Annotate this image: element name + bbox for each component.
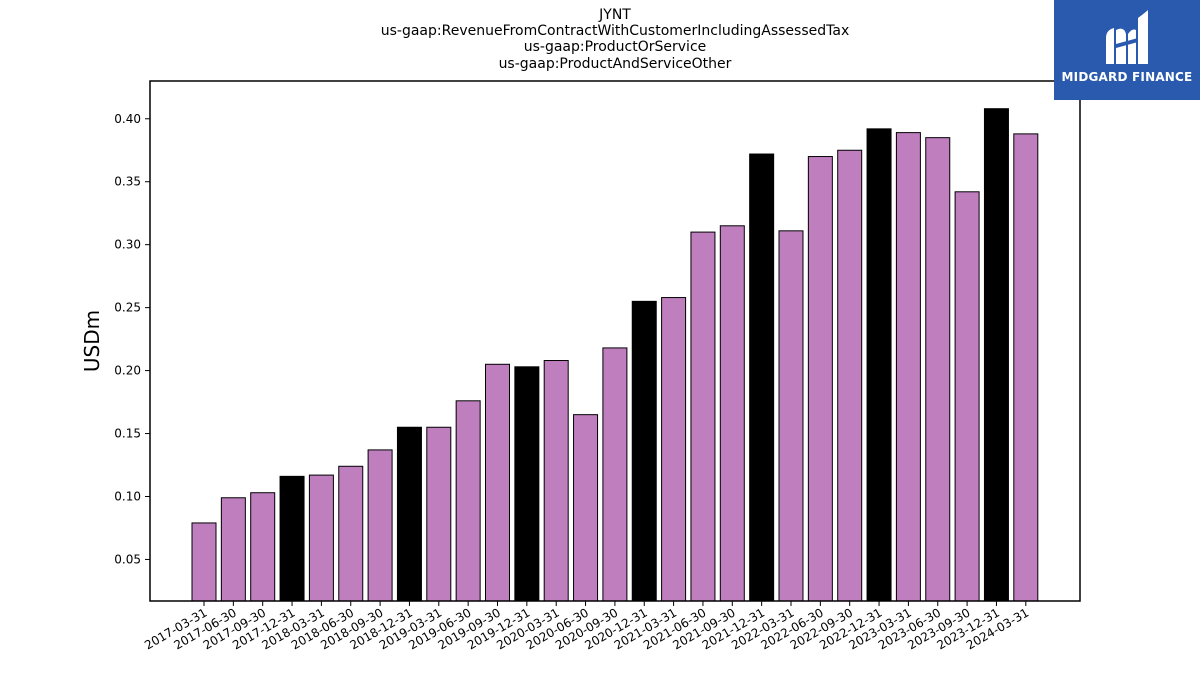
y-axis-label: USDm (80, 310, 104, 372)
y-tick-label: 0.05 (114, 552, 141, 566)
y-tick-label: 0.20 (114, 364, 141, 378)
logo-text: MIDGARD FINANCE (1061, 70, 1193, 84)
bar-2024-03-31 (1013, 133, 1039, 602)
y-tick-label: 0.30 (114, 238, 141, 252)
bar-2023-12-31 (983, 108, 1009, 602)
bar-2018-09-30 (367, 449, 393, 602)
bar-2023-03-31 (895, 132, 921, 602)
bar-2021-03-31 (661, 297, 687, 602)
bar-2020-12-31 (631, 300, 657, 602)
bar-2019-09-30 (485, 363, 510, 602)
bar-2023-09-30 (954, 191, 980, 602)
bar-2019-06-30 (455, 400, 481, 602)
bar-2022-06-30 (807, 156, 833, 602)
bar-2018-03-31 (308, 474, 334, 602)
bar-2017-12-31 (279, 475, 305, 602)
bar-2022-09-30 (837, 149, 863, 602)
bar-2018-12-31 (396, 426, 422, 602)
bar-2022-03-31 (778, 230, 804, 602)
bar-2018-06-30 (338, 465, 364, 602)
y-tick-label: 0.35 (114, 175, 141, 189)
chart-title-line-2: us-gaap:RevenueFromContractWithCustomerI… (380, 23, 850, 39)
bar-2017-06-30 (220, 497, 246, 602)
chart-title-line-1: JYNT (599, 7, 631, 23)
bar-2021-06-30 (690, 231, 716, 602)
y-tick-label: 0.15 (114, 427, 141, 441)
y-tick-label: 0.10 (114, 489, 141, 503)
bar-2019-12-31 (514, 366, 540, 602)
bar-2022-12-31 (866, 128, 892, 602)
chart-title-line-4: us-gaap:ProductAndServiceOther (498, 56, 732, 72)
bar-2023-06-30 (925, 137, 951, 602)
midgard-logo-icon (1106, 10, 1148, 65)
y-tick-label: 0.40 (114, 112, 141, 126)
y-tick-label: 0.25 (114, 301, 141, 315)
midgard-finance-logo: MIDGARD FINANCE (1054, 0, 1200, 100)
bar-2020-09-30 (602, 347, 628, 602)
bar-2021-12-31 (749, 153, 775, 602)
bar-2020-03-31 (543, 360, 569, 602)
bar-2017-03-31 (191, 522, 217, 602)
bar-2021-09-30 (719, 225, 745, 602)
chart-title-line-3: us-gaap:ProductOrService (523, 39, 707, 55)
bar-2017-09-30 (250, 492, 276, 602)
bar-2020-06-30 (573, 414, 599, 602)
bar-2019-03-31 (426, 426, 452, 602)
